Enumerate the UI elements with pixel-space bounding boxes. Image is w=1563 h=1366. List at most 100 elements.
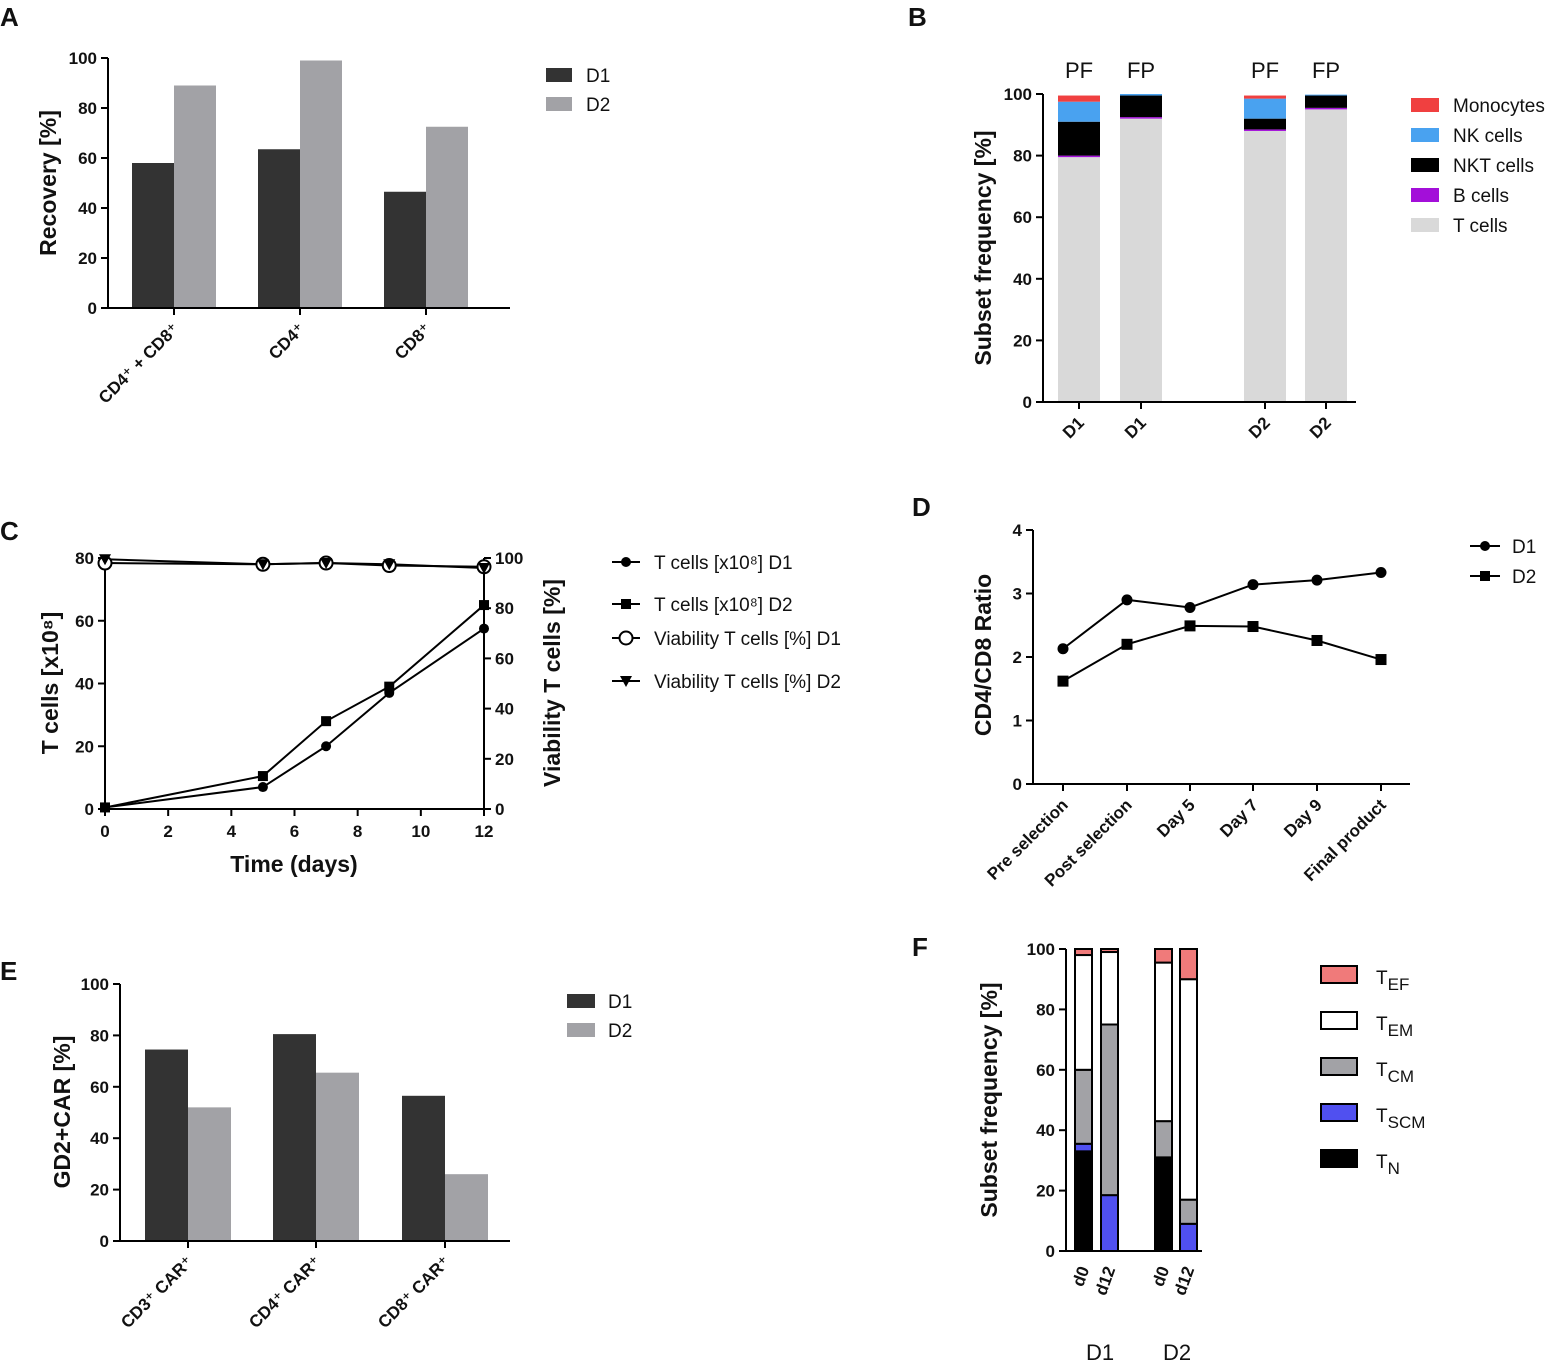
- y-axis-left-tick-label: 80: [75, 549, 94, 568]
- bar-segment-nkt-cells: [1058, 121, 1100, 156]
- y-axis-title: CD4/CD8 Ratio: [970, 574, 996, 736]
- bar-segment-monocytes: [1058, 95, 1100, 102]
- y-axis-tick-label: 40: [1036, 1121, 1055, 1140]
- data-point: [1247, 621, 1259, 633]
- bar-segment-t-cells: [1244, 130, 1286, 402]
- data-point: [1311, 634, 1323, 646]
- x-axis-tick-label: 10: [411, 822, 430, 841]
- x-axis-tick-label: 8: [353, 822, 362, 841]
- y-axis-tick-label: 2: [1013, 648, 1022, 667]
- legend-label-d2: D2: [608, 1021, 632, 1042]
- bar-d1-3: [384, 191, 426, 308]
- axes-frame: [1032, 530, 1410, 785]
- panel-label-e: E: [0, 956, 17, 986]
- legend-marker: [621, 599, 631, 609]
- bar-group-label: PF: [1251, 58, 1279, 83]
- x-axis-category-label: D1: [1059, 413, 1088, 442]
- y-axis-tick-label: 100: [81, 975, 109, 994]
- y-axis-tick-label: 20: [90, 1181, 109, 1200]
- y-axis-right-tick-label: 100: [495, 549, 523, 568]
- legend-label: T cells [x10⁸] D1: [654, 553, 793, 574]
- legend-label: D1: [1512, 537, 1536, 558]
- legend-label: TEM: [1376, 1014, 1413, 1040]
- panel-c: C T cells [x10⁸] Viability T cells [%] T…: [0, 516, 841, 877]
- legend: T cells [x10⁸] D1 T cells [x10⁸] D2 Viabil…: [612, 553, 841, 693]
- legend-marker: [620, 676, 632, 687]
- group-label-d2: D2: [1163, 1340, 1191, 1365]
- legend-swatch-d1: [567, 994, 595, 1008]
- bar-d2-2: [316, 1072, 359, 1241]
- legend-label: T cells [x10⁸] D2: [654, 595, 793, 616]
- bar-group-label: FP: [1312, 58, 1340, 83]
- data-point: [384, 681, 395, 692]
- y-axis-tick-label: 40: [1013, 270, 1032, 289]
- y-axis-tick-label: 40: [78, 199, 97, 218]
- bar-d2-1: [188, 1107, 231, 1241]
- x-axis-tick-label: 6: [290, 822, 299, 841]
- data-point: [100, 802, 110, 813]
- legend-marker: [621, 557, 631, 567]
- bar-segment-b-cells: [1244, 129, 1286, 131]
- data-point: [383, 559, 396, 571]
- legend-swatch: [1320, 965, 1358, 984]
- y-axis-tick-label: 80: [1013, 147, 1032, 166]
- data-point: [1184, 620, 1196, 632]
- legend-swatch: [1411, 218, 1439, 232]
- bar-segment-tscm: [1074, 1142, 1093, 1153]
- legend-label: TEF: [1376, 968, 1409, 994]
- y-axis-tick-label: 0: [1046, 1242, 1055, 1261]
- x-axis-category-label: Day 9: [1280, 795, 1326, 841]
- bar-segment-tcm: [1179, 1198, 1198, 1225]
- x-axis-tick-label: 4: [227, 822, 237, 841]
- panel-a: A Recovery [%] 0 20 40 60 80 100 CD4⁺ + CD8⁺ C…: [0, 2, 610, 407]
- legend: TEF TEM TCM TSCM TN: [1320, 965, 1425, 1178]
- panel-e: E GD2+CAR [%] 0 20 40 60 80 100 CD3⁺ CAR⁺ CD4⁺…: [0, 956, 632, 1332]
- y-axis-title: GD2+CAR [%]: [49, 1036, 75, 1189]
- legend-label: NKT cells: [1453, 156, 1534, 177]
- bar-segment-nk-cells: [1058, 101, 1100, 122]
- legend-swatch: [1320, 1149, 1358, 1168]
- y-axis-tick-label: 4: [1013, 521, 1023, 540]
- y-axis-tick-label: 60: [1013, 208, 1032, 227]
- legend-swatch: [1320, 1057, 1358, 1076]
- bar-d2-1: [174, 85, 216, 308]
- x-axis-category-label: CD4⁺ + CD8⁺: [95, 319, 183, 407]
- data-point: [1375, 654, 1387, 666]
- data-point: [320, 558, 333, 570]
- bar-segment-nkt-cells: [1120, 95, 1162, 118]
- y-axis-tick-label: 3: [1013, 585, 1022, 604]
- data-point: [321, 741, 332, 752]
- y-axis-right-tick-label: 0: [495, 800, 504, 819]
- bar-segment-t-cells: [1058, 157, 1100, 402]
- y-axis-tick-label: 0: [1013, 775, 1022, 794]
- bar-segment-tem: [1154, 961, 1173, 1123]
- bar-segment-tef: [1179, 948, 1198, 981]
- panel-b: B Subset frequency [%] 0 20 40 60 80 100 PF D1…: [908, 2, 1545, 442]
- legend-label: Viability T cells [%] D1: [654, 629, 841, 650]
- legend-label-d1: D1: [608, 992, 632, 1013]
- axes-frame: [107, 58, 510, 309]
- y-axis-tick-label: 1: [1013, 712, 1022, 731]
- x-axis-category-label: CD8⁺ CAR⁺: [374, 1252, 454, 1332]
- data-point: [1121, 638, 1133, 650]
- legend-label-d1: D1: [586, 66, 610, 87]
- legend-label: TN: [1376, 1152, 1400, 1178]
- bar-segment-nkt-cells: [1305, 95, 1347, 108]
- x-axis-tick-label: 12: [475, 822, 494, 841]
- data-point: [257, 771, 268, 782]
- data-point: [256, 559, 269, 571]
- x-axis-tick-label: 0: [100, 822, 109, 841]
- legend-swatch: [1411, 188, 1439, 202]
- y-axis-left-tick-label: 20: [75, 737, 94, 756]
- bar-segment-tn: [1074, 1150, 1093, 1252]
- bar-segment-tscm: [1179, 1222, 1198, 1252]
- y-axis-right-tick-label: 20: [495, 750, 514, 769]
- bar-d1-1: [132, 163, 174, 308]
- y-axis-tick-label: 40: [90, 1129, 109, 1148]
- y-axis-tick-label: 80: [1036, 1000, 1055, 1019]
- bar-segment-b-cells: [1058, 155, 1100, 158]
- data-point: [479, 600, 489, 611]
- bar-segment-tcm: [1154, 1120, 1173, 1159]
